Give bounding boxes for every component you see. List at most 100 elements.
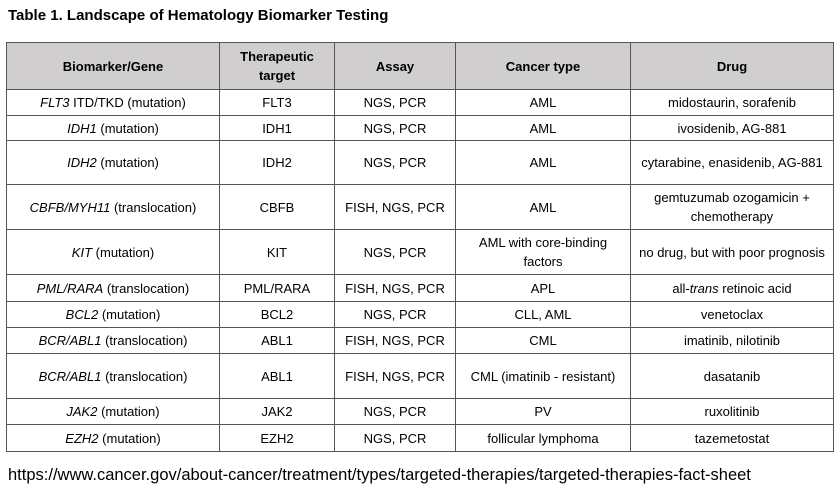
assay-cell: NGS, PCR (334, 398, 456, 425)
gene-name: JAK2 (66, 404, 98, 419)
drug-text: all- (672, 280, 690, 296)
assay-cell: FISH, NGS, PCR (334, 184, 456, 230)
header-cell: Therapeutic target (219, 42, 335, 90)
target-cell: EZH2 (219, 424, 335, 452)
biomarker-cell: IDH1 (mutation) (6, 115, 220, 141)
gene-name: CBFB/MYH11 (29, 199, 111, 215)
assay-cell: FISH, NGS, PCR (334, 353, 456, 399)
table-body: FLT3 ITD/TKD (mutation) FLT3 NGS, PCR AML mi… (6, 89, 834, 452)
assay-cell: NGS, PCR (334, 229, 456, 275)
biomarker-cell: JAK2 (mutation) (6, 398, 220, 425)
biomarker-detail: (translocation) (113, 199, 197, 215)
drug-text: gemtuzumab ozogamicin + chemotherapy (654, 190, 810, 224)
biomarker-cell: EZH2 (mutation) (6, 424, 220, 452)
cancer-cell: AML (455, 140, 631, 185)
cancer-cell: AML (455, 184, 631, 230)
gene-name: FLT3 (40, 95, 70, 110)
biomarker-detail: (translocation) (105, 368, 188, 384)
table-row: CBFB/MYH11 (translocation) CBFB FISH, NGS,… (6, 184, 834, 230)
drug-text: imatinib, nilotinib (683, 333, 781, 348)
cancer-cell: CML (455, 327, 631, 354)
biomarker-detail: (translocation) (106, 280, 190, 296)
target-cell: CBFB (219, 184, 335, 230)
biomarker-cell: PML/RARA (translocation) (6, 274, 220, 302)
header-cell: Drug (630, 42, 834, 90)
assay-cell: NGS, PCR (334, 115, 456, 141)
drug-text: no drug, but with poor prognosis (639, 244, 825, 260)
biomarker-cell: BCR/ABL1 (translocation) (6, 327, 220, 354)
gene-name: BCR/ABL1 (38, 368, 102, 384)
drug-text: cytarabine, enasidenib, AG-881 (641, 155, 823, 170)
drug-text: dasatanib (703, 368, 761, 384)
gene-name: PML/RARA (36, 280, 104, 296)
biomarker-cell: BCL2 (mutation) (6, 301, 220, 328)
header-cell: Biomarker/Gene (6, 42, 220, 90)
drug-text: ruxolitinib (704, 404, 760, 419)
table-row: BCR/ABL1 (translocation) ABL1 FISH, NGS, P… (6, 327, 834, 354)
biomarker-detail: (mutation) (100, 155, 159, 170)
drug-cell: imatinib, nilotinib (630, 327, 834, 354)
gene-name: KIT (71, 244, 93, 260)
biomarker-detail: (mutation) (100, 120, 159, 136)
biomarker-cell: FLT3 ITD/TKD (mutation) (6, 89, 220, 116)
drug-cell: dasatanib (630, 353, 834, 399)
table-row: JAK2 (mutation) JAK2 NGS, PCR PV ruxolitinib (6, 398, 834, 425)
cancer-cell: AML with core-binding factors (455, 229, 631, 275)
cancer-cell: CLL, AML (455, 301, 631, 328)
assay-cell: FISH, NGS, PCR (334, 327, 456, 354)
biomarker-detail: (mutation) (102, 430, 161, 446)
target-cell: ABL1 (219, 327, 335, 354)
drug-cell: ruxolitinib (630, 398, 834, 425)
cancer-cell: AML (455, 89, 631, 116)
gene-name: IDH2 (67, 155, 97, 170)
biomarker-detail: (mutation) (101, 307, 161, 322)
drug-text: trans (689, 280, 719, 296)
biomarker-detail: (translocation) (105, 333, 188, 348)
header-cell: Assay (334, 42, 456, 90)
table-row: EZH2 (mutation) EZH2 NGS, PCR follicular ly… (6, 424, 834, 452)
cancer-cell: follicular lymphoma (455, 424, 631, 452)
target-cell: JAK2 (219, 398, 335, 425)
target-cell: KIT (219, 229, 335, 275)
target-cell: PML/RARA (219, 274, 335, 302)
drug-cell: midostaurin, sorafenib (630, 89, 834, 116)
table-row: BCR/ABL1 (translocation) ABL1 FISH, NGS, P… (6, 353, 834, 399)
drug-cell: ivosidenib, AG-881 (630, 115, 834, 141)
table-title: Table 1. Landscape of Hematology Biomark… (8, 7, 389, 24)
target-cell: IDH2 (219, 140, 335, 185)
biomarker-detail: ITD/TKD (mutation) (73, 95, 186, 110)
table-row: IDH2 (mutation) IDH2 NGS, PCR AML cytarabine… (6, 140, 834, 185)
drug-cell: no drug, but with poor prognosis (630, 229, 834, 275)
cancer-cell: CML (imatinib - resistant) (455, 353, 631, 399)
assay-cell: NGS, PCR (334, 89, 456, 116)
drug-cell: gemtuzumab ozogamicin + chemotherapy (630, 184, 834, 230)
assay-cell: NGS, PCR (334, 301, 456, 328)
drug-text: tazemetostat (694, 430, 770, 446)
table-row: PML/RARA (translocation) PML/RARA FISH, NG… (6, 274, 834, 302)
biomarker-cell: CBFB/MYH11 (translocation) (6, 184, 220, 230)
target-cell: ABL1 (219, 353, 335, 399)
drug-text: ivosidenib, AG-881 (677, 120, 787, 136)
biomarker-detail: (mutation) (95, 244, 155, 260)
source-url: https://www.cancer.gov/about-cancer/trea… (8, 466, 751, 484)
table: Biomarker/Gene Therapeutic target Assay Can… (6, 42, 834, 452)
drug-text: retinoic acid (718, 280, 792, 296)
target-cell: BCL2 (219, 301, 335, 328)
biomarker-cell: IDH2 (mutation) (6, 140, 220, 185)
target-cell: IDH1 (219, 115, 335, 141)
assay-cell: NGS, PCR (334, 424, 456, 452)
assay-cell: NGS, PCR (334, 140, 456, 185)
drug-cell: venetoclax (630, 301, 834, 328)
drug-cell: tazemetostat (630, 424, 834, 452)
drug-cell: cytarabine, enasidenib, AG-881 (630, 140, 834, 185)
assay-cell: FISH, NGS, PCR (334, 274, 456, 302)
gene-name: EZH2 (65, 430, 99, 446)
table-row: IDH1 (mutation) IDH1 NGS, PCR AML ivosidenib… (6, 115, 834, 141)
drug-text: midostaurin, sorafenib (668, 95, 796, 110)
header-row: Biomarker/Gene Therapeutic target Assay Can… (6, 42, 834, 90)
cancer-cell: PV (455, 398, 631, 425)
gene-name: BCL2 (65, 307, 99, 322)
target-cell: FLT3 (219, 89, 335, 116)
table-row: KIT (mutation) KIT NGS, PCR AML with core-b… (6, 229, 834, 275)
biomarker-cell: KIT (mutation) (6, 229, 220, 275)
